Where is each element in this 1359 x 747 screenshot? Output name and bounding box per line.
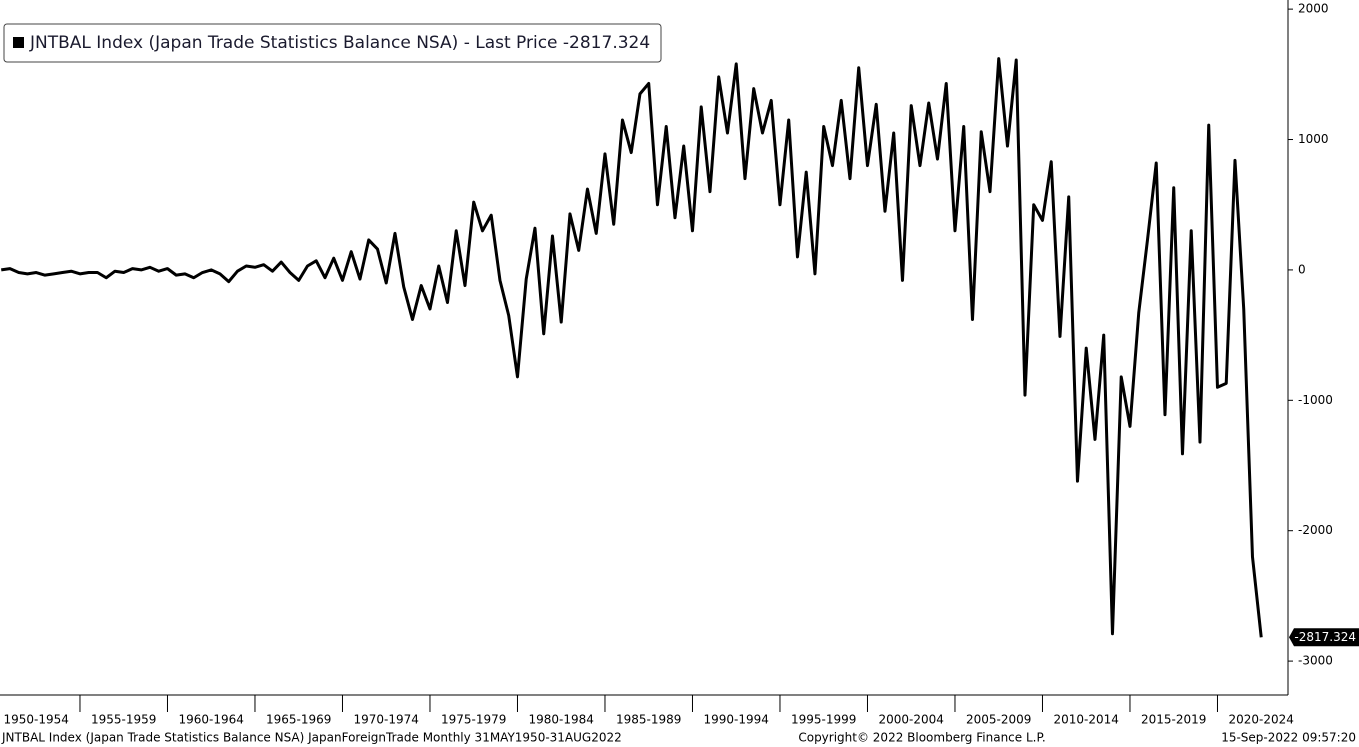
last-price-box	[1289, 628, 1359, 647]
x-tick-label: 1960-1964	[179, 713, 244, 727]
x-tick-label: 1975-1979	[441, 713, 506, 727]
x-tick-label: 1995-1999	[791, 713, 856, 727]
x-tick-label: 1980-1984	[529, 713, 594, 727]
y-tick-label: 0	[1298, 262, 1306, 276]
x-tick-label: 1955-1959	[91, 713, 156, 727]
legend-entry: JNTBAL Index (Japan Trade Statistics Bal…	[29, 33, 650, 53]
x-tick-label: 2000-2004	[879, 713, 944, 727]
legend-swatch	[13, 37, 24, 48]
y-tick-label: -2000	[1298, 523, 1333, 537]
x-tick-label: 2010-2014	[1054, 713, 1119, 727]
legend: JNTBAL Index (Japan Trade Statistics Bal…	[3, 23, 662, 63]
x-tick-label: 1990-1994	[704, 713, 769, 727]
x-tick-label: 1950-1954	[4, 713, 69, 727]
footer-right: 15-Sep-2022 09:57:20	[1221, 731, 1356, 745]
x-tick-label: 2015-2019	[1141, 713, 1206, 727]
legend-box	[3, 23, 662, 63]
series-line	[0, 57, 1263, 638]
y-tick-label: 1000	[1298, 132, 1329, 146]
y-tick-label: 2000	[1298, 2, 1329, 16]
x-tick-label: 2020-2024	[1229, 713, 1294, 727]
footer-left: JNTBAL Index (Japan Trade Statistics Bal…	[1, 731, 622, 745]
x-tick-label: 1985-1989	[616, 713, 681, 727]
x-tick-label: 2005-2009	[966, 713, 1031, 727]
x-tick-label: 1965-1969	[266, 713, 331, 727]
y-tick-label: -1000	[1298, 393, 1333, 407]
y-tick-label: -3000	[1298, 654, 1333, 668]
footer-center: Copyright© 2022 Bloomberg Finance L.P.	[798, 731, 1045, 745]
x-tick-label: 1970-1974	[354, 713, 419, 727]
last-price-label: -2817.324	[1294, 630, 1356, 644]
